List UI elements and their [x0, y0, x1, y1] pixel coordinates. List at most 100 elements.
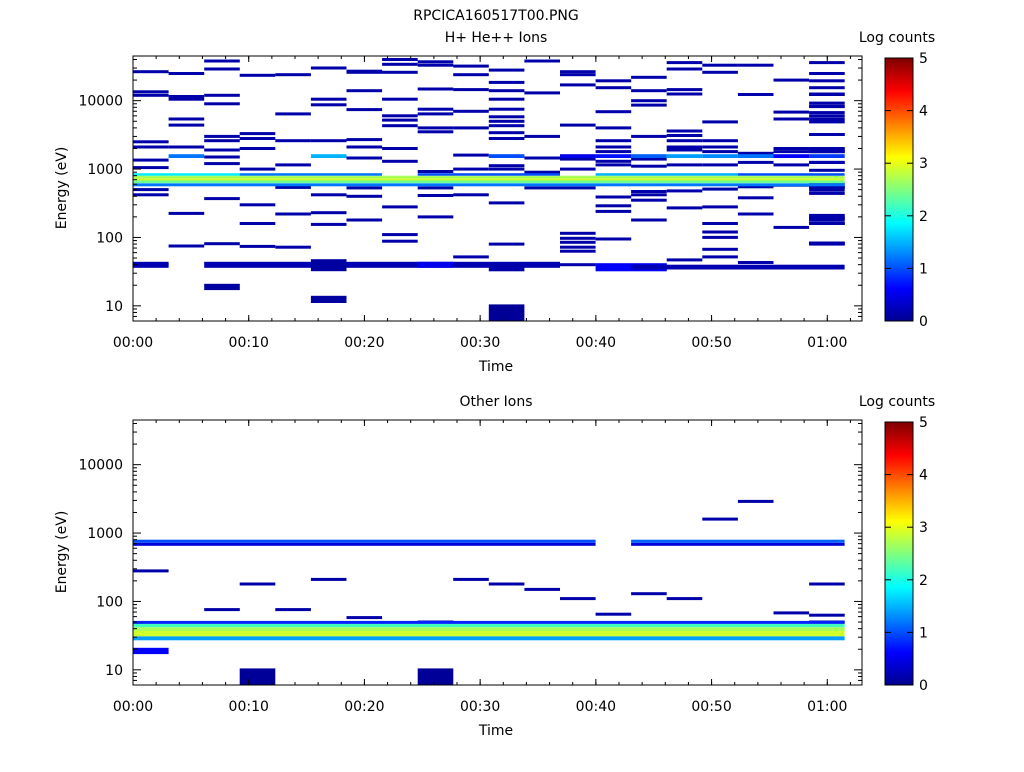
- heatmap-cell: [346, 138, 383, 142]
- heatmap-cell: [382, 118, 418, 122]
- heatmap-cell: [524, 186, 560, 190]
- colorbar-swatch: [885, 553, 913, 557]
- heatmap-cell: [702, 187, 738, 191]
- colorbar-swatch: [885, 680, 913, 684]
- colorbar-swatch: [885, 571, 913, 574]
- colorbar-swatch: [885, 296, 913, 300]
- heatmap-cell: [560, 249, 596, 253]
- colorbar-swatch: [885, 448, 913, 451]
- colorbar-swatch: [885, 500, 913, 504]
- heatmap-cell: [666, 88, 703, 92]
- heatmap-cell: [595, 154, 632, 158]
- colorbar-swatch: [885, 106, 913, 109]
- colorbar-swatch: [885, 544, 913, 548]
- colorbar-swatch: [885, 101, 913, 105]
- heatmap-cell: [133, 193, 169, 197]
- colorbar-swatch: [885, 450, 913, 454]
- heatmap-cell: [133, 158, 169, 162]
- colorbar-swatch: [885, 435, 913, 438]
- heatmap-cell: [382, 205, 418, 209]
- colorbar-swatch: [885, 628, 913, 631]
- heatmap-cell: [809, 150, 845, 154]
- colorbar-swatch: [885, 150, 913, 153]
- colorbar-swatch: [885, 617, 913, 620]
- colorbar-swatch: [885, 86, 913, 90]
- colorbar-swatch: [885, 71, 913, 74]
- heatmap-cell: [453, 193, 489, 197]
- heatmap-cell: [133, 93, 169, 97]
- y-tick-label: 100: [96, 230, 123, 246]
- colorbar-swatch: [885, 654, 913, 658]
- colorbar-swatch: [885, 564, 913, 568]
- x-tick-label: 00:40: [576, 335, 616, 351]
- colorbar-swatch: [885, 228, 913, 232]
- colorbar-swatch: [885, 623, 913, 627]
- heatmap-cell: [453, 73, 489, 77]
- heatmap-cell: [524, 587, 560, 591]
- colorbar-swatch: [885, 303, 913, 307]
- colorbar-swatch: [885, 274, 913, 278]
- colorbar-swatch: [885, 165, 913, 169]
- colorbar-swatch: [885, 88, 913, 92]
- heatmap-cell: [133, 140, 169, 144]
- heatmap-cell: [666, 145, 703, 149]
- colorbar-swatch: [885, 485, 913, 489]
- colorbar-swatch: [885, 93, 913, 96]
- colorbar-swatch: [885, 250, 913, 254]
- heatmap-cell: [204, 608, 240, 612]
- heatmap-cell: [595, 110, 632, 114]
- colorbar-swatch: [885, 608, 913, 611]
- colorbar-swatch: [885, 566, 913, 570]
- axes: 00:00 00:10 00:20 00:30 00:40 00:50 01:00 10 100…: [78, 56, 862, 351]
- heatmap-cell: [560, 73, 596, 77]
- heatmap-cell: [453, 88, 489, 92]
- heatmap-cell: [417, 194, 454, 197]
- colorbar-swatch: [885, 281, 913, 285]
- heatmap-cell: [666, 92, 703, 96]
- heatmap-cell: [382, 97, 418, 101]
- colorbar-swatch: [885, 426, 913, 430]
- heatmap-cell: [204, 93, 240, 97]
- heatmap-cell: [702, 255, 738, 259]
- colorbar-swatch: [885, 535, 913, 539]
- heatmap-cell: [239, 203, 276, 207]
- colorbar-swatch: [885, 95, 913, 98]
- colorbar-swatch: [885, 261, 913, 265]
- colorbar-swatch: [885, 237, 913, 241]
- heatmap-cell: [239, 137, 276, 140]
- colorbar-swatch: [885, 266, 913, 269]
- heatmap-cell: [310, 97, 347, 101]
- heatmap-cell: [560, 236, 596, 240]
- x-tick-label: 00:30: [460, 699, 500, 715]
- colorbar-swatch: [885, 531, 913, 535]
- colorbar-swatch: [885, 189, 913, 193]
- colorbar-swatch: [885, 498, 913, 502]
- colorbar-swatch: [885, 117, 913, 120]
- colorbar-swatch: [885, 454, 913, 458]
- heatmap-cell: [310, 577, 347, 581]
- heatmap-cell: [204, 148, 240, 152]
- heatmap-cell: [239, 244, 276, 248]
- heatmap-cell: [133, 627, 845, 631]
- colorbar-swatch: [885, 163, 913, 166]
- heatmap-cell: [560, 263, 596, 267]
- heatmap-cell: [417, 215, 454, 219]
- colorbar-swatch: [885, 108, 913, 112]
- x-tick-label: 01:00: [807, 699, 847, 715]
- heatmap-cell: [631, 134, 667, 138]
- y-tick-label: 1000: [87, 526, 123, 542]
- figure-title: RPCICA160517T00.PNG: [413, 8, 578, 24]
- colorbar-swatch: [885, 505, 913, 508]
- colorbar-swatch: [885, 167, 913, 171]
- colorbar-swatch: [885, 522, 913, 526]
- x-tick-label: 00:50: [691, 699, 731, 715]
- colorbar-swatch: [885, 169, 913, 173]
- heatmap-cell: [809, 79, 845, 83]
- heatmap-cell: [346, 108, 383, 112]
- heatmap-cell: [809, 185, 845, 189]
- x-tick-label: 00:00: [113, 699, 153, 715]
- heatmap-cell: [275, 139, 311, 143]
- heatmap-cell: [417, 60, 454, 64]
- colorbar-swatch: [885, 82, 913, 85]
- heatmap-cell: [417, 130, 454, 134]
